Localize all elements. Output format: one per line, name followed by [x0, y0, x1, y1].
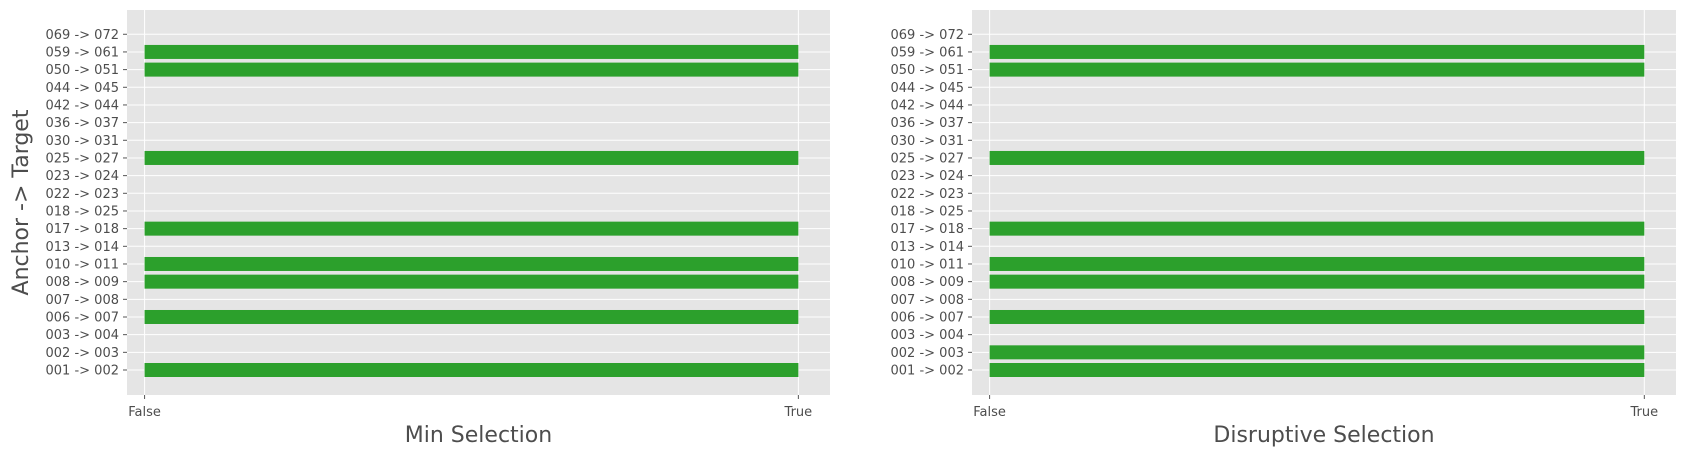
x-axis-label: Min Selection — [405, 423, 552, 448]
y-tick-label: 036 -> 037 — [46, 116, 119, 131]
y-tick-label: 008 -> 009 — [891, 275, 964, 290]
y-tick-label: 013 -> 014 — [46, 240, 119, 255]
y-tick-label: 044 -> 045 — [891, 81, 964, 96]
y-tick-label: 001 -> 002 — [46, 364, 119, 379]
bar-001002 — [144, 363, 799, 377]
bar-008009 — [989, 274, 1645, 289]
y-tick-label: 001 -> 002 — [891, 364, 964, 379]
y-tick-label: 023 -> 024 — [46, 169, 119, 184]
y-tick-label: 013 -> 014 — [891, 240, 964, 255]
y-axis-label: Anchor -> Target — [9, 109, 34, 295]
bar-025027 — [144, 150, 799, 165]
x-tick-label: True — [784, 405, 813, 420]
y-tick-label: 069 -> 072 — [46, 28, 119, 43]
y-tick-label: 050 -> 051 — [46, 63, 119, 78]
bar-010011 — [144, 256, 799, 271]
y-tick-label: 018 -> 025 — [891, 204, 964, 219]
chart-disruptive-selection: 001 -> 002 002 -> 003 003 -> 004 006 -> 007… — [891, 10, 1676, 448]
y-tick-label: 002 -> 003 — [891, 346, 964, 361]
bar-050051 — [989, 62, 1645, 77]
y-tick-label: 023 -> 024 — [891, 169, 964, 184]
y-tick-label: 022 -> 023 — [46, 187, 119, 202]
y-tick-label: 044 -> 045 — [46, 81, 119, 96]
y-tick-label: 006 -> 007 — [46, 310, 119, 325]
bar-008009 — [144, 274, 799, 289]
bar-050051 — [144, 62, 799, 77]
bar-017018 — [144, 221, 799, 236]
y-tick-label: 007 -> 008 — [891, 293, 964, 308]
y-tick-label: 030 -> 031 — [46, 134, 119, 149]
bar-010011 — [989, 256, 1645, 271]
x-axis-label: Disruptive Selection — [1213, 423, 1434, 448]
y-tick-label: 042 -> 044 — [891, 98, 964, 113]
bar-002003 — [989, 345, 1645, 360]
y-tick-label: 006 -> 007 — [891, 310, 964, 325]
y-tick-label: 010 -> 011 — [891, 257, 964, 272]
bar-059061 — [144, 44, 799, 59]
y-tick-label: 069 -> 072 — [891, 28, 964, 43]
y-tick-label: 025 -> 027 — [46, 151, 119, 166]
bar-001002 — [989, 363, 1645, 377]
bar-017018 — [989, 221, 1645, 236]
y-tick-label: 008 -> 009 — [46, 275, 119, 290]
y-tick-label: 007 -> 008 — [46, 293, 119, 308]
bar-025027 — [989, 150, 1645, 165]
y-tick-label: 010 -> 011 — [46, 257, 119, 272]
y-tick-label: 050 -> 051 — [891, 63, 964, 78]
y-tick-label: 042 -> 044 — [46, 98, 119, 113]
y-tick-label: 003 -> 004 — [891, 328, 964, 343]
y-tick-label: 059 -> 061 — [46, 45, 119, 60]
y-tick-label: 018 -> 025 — [46, 204, 119, 219]
y-tick-label: 030 -> 031 — [891, 134, 964, 149]
bar-059061 — [989, 44, 1645, 59]
x-tick-label: False — [973, 405, 1006, 420]
bar-006007 — [144, 309, 799, 324]
x-tick-label: True — [1630, 405, 1659, 420]
y-tick-label: 025 -> 027 — [891, 151, 964, 166]
bar-006007 — [989, 309, 1645, 324]
y-tick-label: 017 -> 018 — [46, 222, 119, 237]
y-tick-label: 059 -> 061 — [891, 45, 964, 60]
y-tick-label: 017 -> 018 — [891, 222, 964, 237]
y-tick-label: 003 -> 004 — [46, 328, 119, 343]
x-tick-label: False — [128, 405, 161, 420]
y-tick-label: 036 -> 037 — [891, 116, 964, 131]
y-tick-label: 002 -> 003 — [46, 346, 119, 361]
y-tick-label: 022 -> 023 — [891, 187, 964, 202]
chart-min-selection: 001 -> 002 002 -> 003 003 -> 004 006 -> 007… — [9, 10, 830, 448]
